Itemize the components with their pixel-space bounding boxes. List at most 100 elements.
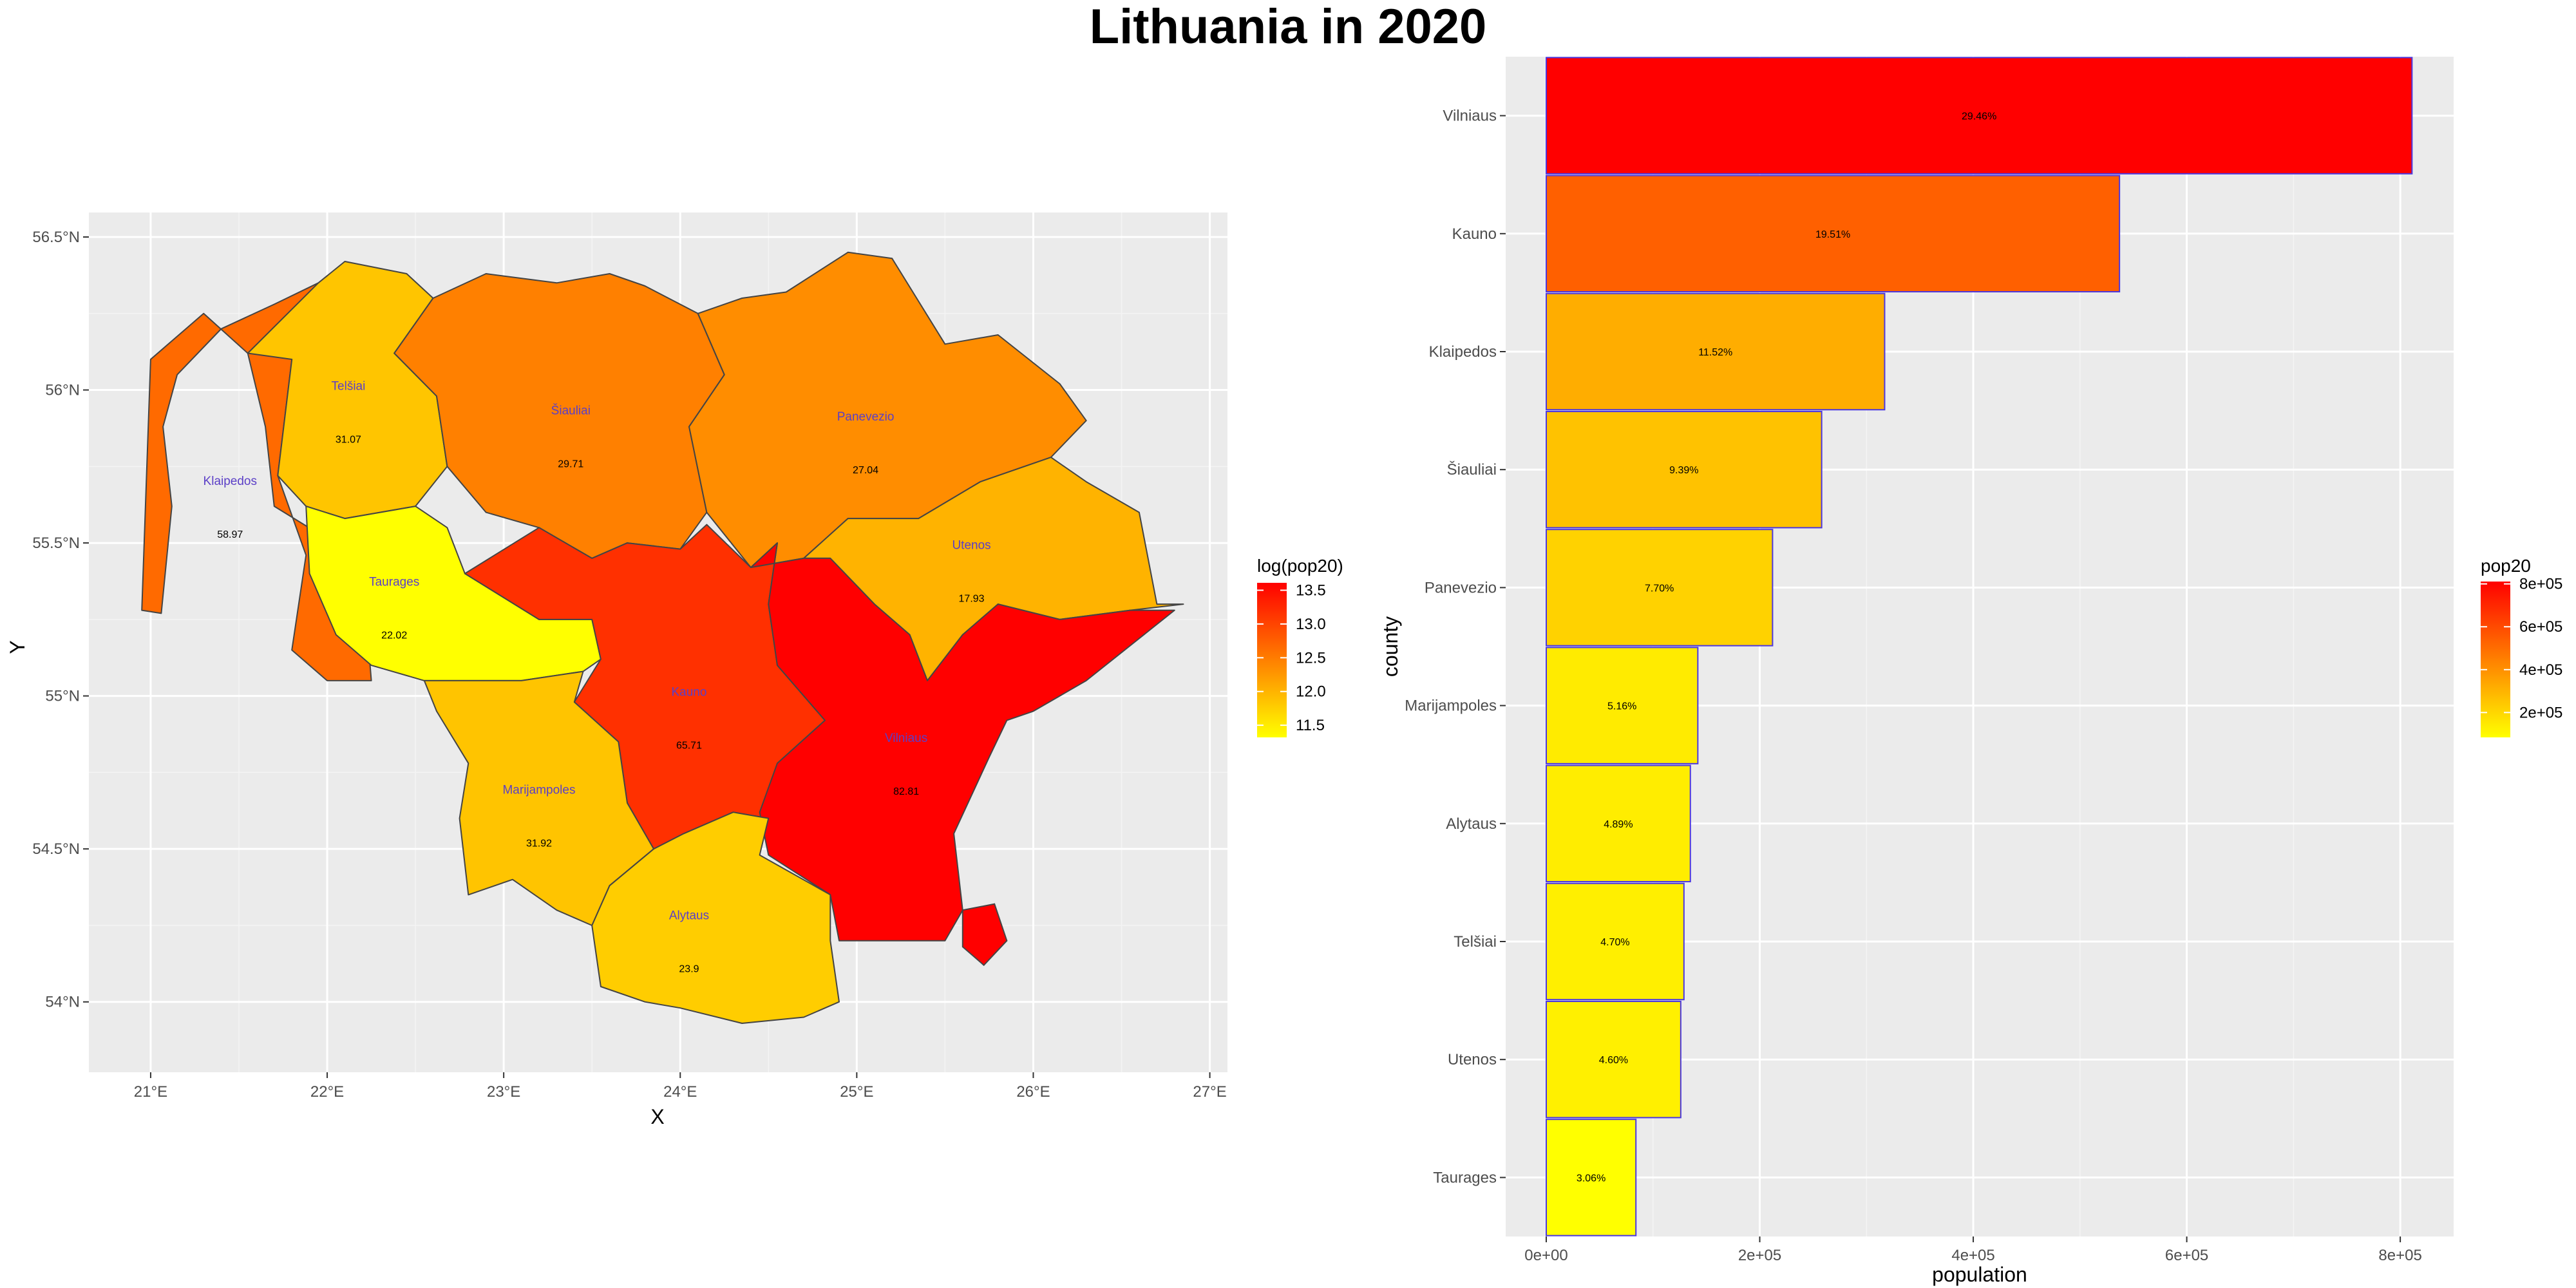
map-legend-title: log(pop20) bbox=[1257, 556, 1343, 576]
map-region-value-label: 65.71 bbox=[676, 741, 702, 752]
map-region-value-label: 31.92 bbox=[526, 838, 552, 849]
map-y-axis-label: Y bbox=[6, 640, 29, 654]
bar-data-label: 11.52% bbox=[1698, 347, 1732, 358]
bar-legend-label: 2e+05 bbox=[2519, 704, 2562, 721]
map-legend-label: 11.5 bbox=[1296, 717, 1325, 734]
map-region-name-label: Taurages bbox=[369, 576, 419, 589]
map-region-name-label: Telšiai bbox=[332, 380, 366, 393]
bar-data-label: 9.39% bbox=[1669, 465, 1698, 476]
bar-y-tick-label: Panevezio bbox=[1425, 579, 1497, 596]
map-region-alytaus bbox=[591, 811, 840, 1024]
bar-utenos bbox=[1545, 1000, 1681, 1119]
bar-y-tick-label: Klaipedos bbox=[1429, 343, 1497, 361]
bar-teliai bbox=[1545, 882, 1685, 1001]
map-region-name-label: Utenos bbox=[952, 539, 990, 553]
page-title: Lithuania in 2020 bbox=[1089, 0, 1487, 54]
bar-y-axis: Vilniaus Kauno Klaipedos Šiauliai Panevezio M… bbox=[1405, 108, 1506, 1186]
map-legend-label: 12.0 bbox=[1296, 683, 1326, 701]
map-panel: Klaipedos 58.97 Telšiai 31.07 Taurages 22.02 Š… bbox=[6, 213, 1343, 1128]
bar-taurages bbox=[1545, 1119, 1637, 1236]
bar-data-label: 29.46% bbox=[1962, 111, 1996, 122]
bar-y-tick-label: Marijampoles bbox=[1405, 697, 1497, 715]
bar-panevezio bbox=[1545, 529, 1774, 647]
map-x-tick-label: 23°E bbox=[487, 1083, 520, 1101]
map-x-tick-label: 22°E bbox=[310, 1083, 344, 1101]
map-y-tick-label: 54.5°N bbox=[32, 840, 80, 858]
bar-x-axis-label: population bbox=[1932, 1263, 2027, 1286]
map-y-tick-label: 55.5°N bbox=[32, 535, 80, 552]
bar-y-tick-label: Telšiai bbox=[1454, 933, 1497, 951]
map-x-tick-label: 27°E bbox=[1193, 1083, 1226, 1101]
bar-data-label: 5.16% bbox=[1607, 701, 1636, 712]
map-legend-label: 12.5 bbox=[1296, 649, 1326, 667]
map-region-name-label: Kauno bbox=[671, 686, 706, 699]
bar-klaipedos bbox=[1545, 292, 1886, 411]
map-region-value-label: 31.07 bbox=[336, 435, 361, 446]
map-y-tick-label: 55°N bbox=[45, 688, 80, 705]
bar-legend-label: 8e+05 bbox=[2519, 576, 2562, 593]
bar-x-tick-label: 4e+05 bbox=[1951, 1247, 1994, 1264]
bar-y-axis-label: county bbox=[1379, 616, 1402, 677]
map-region-value-label: 29.71 bbox=[558, 459, 583, 470]
map-region-value-label: 23.9 bbox=[679, 963, 699, 974]
bar-vilniaus bbox=[1545, 57, 2413, 175]
bar-y-tick-label: Vilniaus bbox=[1443, 108, 1497, 125]
map-region-name-label: Šiauliai bbox=[551, 404, 591, 418]
bar-panel: 29.46% 19.51% 11.52% 9.39% 7.70% 5.16% 4.89% 4.… bbox=[1379, 57, 2562, 1286]
map-y-tick-label: 56°N bbox=[45, 382, 80, 399]
bar-data-label: 4.89% bbox=[1604, 819, 1633, 830]
bar-y-tick-label: Utenos bbox=[1448, 1051, 1497, 1068]
bar-marijampoles bbox=[1545, 647, 1699, 764]
bar-y-tick-label: Taurages bbox=[1433, 1169, 1497, 1186]
map-region-value-label: 82.81 bbox=[893, 786, 919, 797]
map-region-name-label: Marijampoles bbox=[502, 784, 575, 797]
map-region-labels: Klaipedos 58.97 Telšiai 31.07 Taurages 22.02 Š… bbox=[204, 380, 991, 975]
map-region-value-label: 22.02 bbox=[381, 630, 407, 641]
bar-legend-colorbar bbox=[2481, 582, 2510, 737]
bar-x-tick-label: 0e+00 bbox=[1524, 1247, 1567, 1264]
bar-legend-label: 4e+05 bbox=[2519, 661, 2562, 679]
map-legend: log(pop20) 11.5 12.0 12.5 13.0 13.5 bbox=[1257, 556, 1343, 737]
map-region-name-label: Klaipedos bbox=[204, 475, 257, 488]
bar-data-label: 4.60% bbox=[1599, 1055, 1628, 1066]
map-region-name-label: Alytaus bbox=[669, 909, 709, 922]
map-region-vilniaus-exclave bbox=[961, 903, 1008, 967]
map-y-axis: 54°N 54.5°N 55°N 55.5°N 56°N 56.5°N bbox=[32, 229, 89, 1011]
map-region-taurages bbox=[305, 506, 601, 681]
map-region-value-label: 27.04 bbox=[853, 465, 878, 476]
bar-x-tick-label: 8e+05 bbox=[2378, 1247, 2421, 1264]
bar-data-label: 4.70% bbox=[1600, 937, 1629, 948]
bar-x-tick-label: 2e+05 bbox=[1738, 1247, 1781, 1264]
map-region-iauliai bbox=[393, 273, 725, 559]
map-region-name-label: Panevezio bbox=[837, 410, 895, 424]
bar-iauliai bbox=[1545, 410, 1823, 529]
map-region-vilniaus bbox=[750, 542, 1175, 942]
map-y-tick-label: 54°N bbox=[45, 994, 80, 1011]
bar-kauno bbox=[1545, 175, 2121, 293]
bar-y-tick-label: Kauno bbox=[1452, 225, 1497, 243]
bar-series: 29.46% 19.51% 11.52% 9.39% 7.70% 5.16% 4.89% 4.… bbox=[1545, 57, 2413, 1236]
map-x-tick-label: 24°E bbox=[663, 1083, 697, 1101]
map-regions bbox=[141, 251, 1184, 1024]
map-region-value-label: 17.93 bbox=[959, 594, 985, 605]
map-legend-colorbar bbox=[1257, 583, 1287, 737]
bar-legend-title: pop20 bbox=[2481, 556, 2531, 576]
map-x-tick-label: 26°E bbox=[1016, 1083, 1050, 1101]
map-x-axis-label: X bbox=[650, 1105, 664, 1128]
map-legend-label: 13.5 bbox=[1296, 582, 1326, 600]
bar-x-tick-label: 6e+05 bbox=[2165, 1247, 2208, 1264]
map-y-tick-label: 56.5°N bbox=[32, 229, 80, 246]
bar-data-label: 7.70% bbox=[1645, 583, 1674, 594]
map-x-tick-label: 25°E bbox=[840, 1083, 873, 1101]
bar-data-label: 19.51% bbox=[1815, 229, 1850, 240]
map-x-tick-label: 21°E bbox=[134, 1083, 167, 1101]
bar-data-label: 3.06% bbox=[1577, 1173, 1605, 1184]
map-region-name-label: Vilniaus bbox=[885, 732, 927, 745]
bar-y-tick-label: Šiauliai bbox=[1447, 460, 1497, 478]
map-legend-label: 13.0 bbox=[1296, 616, 1326, 633]
map-x-axis: 21°E 22°E 23°E 24°E 25°E 26°E 27°E bbox=[134, 1072, 1227, 1101]
bar-legend-label: 6e+05 bbox=[2519, 618, 2562, 636]
bar-legend: pop20 2e+05 4e+05 6e+05 8e+05 bbox=[2481, 556, 2562, 737]
bar-y-tick-label: Alytaus bbox=[1446, 815, 1497, 833]
